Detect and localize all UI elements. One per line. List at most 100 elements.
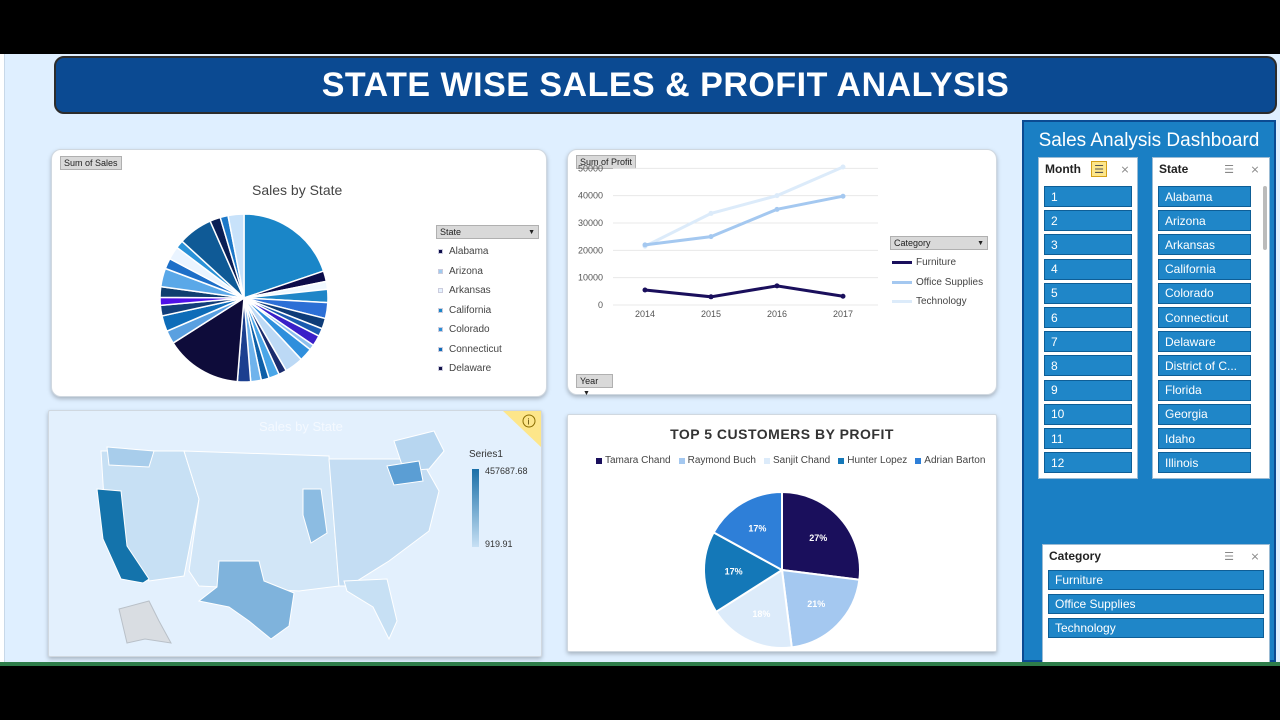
month-slicer-header: Month — [1045, 162, 1081, 176]
category-slicer-item[interactable]: Office Supplies — [1048, 594, 1264, 614]
state-slicer-scrollbar[interactable] — [1263, 186, 1267, 250]
state-slicer-item[interactable]: California — [1158, 258, 1251, 280]
year-field-button[interactable]: Year ▼ — [576, 374, 613, 397]
state-slicer-item[interactable]: Illinois — [1158, 452, 1251, 474]
multi-select-icon[interactable]: ☰ — [1091, 161, 1107, 177]
multi-select-icon[interactable]: ☰ — [1224, 163, 1234, 176]
sales-legend-label: Alabama — [449, 246, 489, 258]
sum-of-profit-label: Sum of Profit — [580, 157, 633, 167]
customer-pie-label: 18% — [752, 609, 770, 619]
legend-swatch — [438, 307, 443, 313]
month-slicer-item[interactable]: 6 — [1044, 307, 1132, 328]
map-legend-min: 919.91 — [485, 539, 513, 549]
svg-text:i: i — [528, 417, 530, 427]
month-slicer-item[interactable]: 10 — [1044, 403, 1132, 425]
month-slicer[interactable]: Month ☰ ⨯ 1 2 3 4 5 6 7 8 9 10 11 12 — [1038, 157, 1138, 479]
multi-select-icon[interactable]: ☰ — [1224, 550, 1234, 563]
sales-legend-item: Arizona — [438, 262, 538, 282]
category-slicer[interactable]: Category ☰ ⨯ Furniture Office Supplies Tec… — [1042, 544, 1270, 666]
dashboard-banner: STATE WISE SALES & PROFIT ANALYSIS — [54, 56, 1277, 114]
info-icon[interactable]: i — [503, 411, 541, 447]
sales-legend-item: Arkansas — [438, 281, 538, 301]
sales-legend-label: Arizona — [449, 265, 483, 277]
month-slicer-item[interactable]: 5 — [1044, 282, 1132, 304]
clear-filter-icon[interactable]: ⨯ — [1120, 163, 1130, 176]
legend-swatch — [438, 288, 443, 294]
state-slicer-item[interactable]: Idaho — [1158, 428, 1251, 449]
sales-by-state-card[interactable]: Sum of Sales Sales by State State ▼ Alab… — [51, 149, 547, 397]
state-slicer-item[interactable]: District of C... — [1158, 355, 1251, 377]
month-slicer-icons: ☰ ⨯ — [1091, 161, 1133, 177]
state-slicer-item[interactable]: Colorado — [1158, 282, 1251, 304]
legend-line-swatch — [892, 261, 912, 265]
month-slicer-item[interactable]: 8 — [1044, 355, 1132, 377]
customers-legend-label: Sanjit Chand — [772, 455, 831, 466]
profit-legend-item: Furniture — [892, 253, 992, 273]
state-slicer-item[interactable]: Arizona — [1158, 210, 1251, 232]
map-florida — [343, 578, 398, 641]
legend-line-swatch — [892, 300, 912, 304]
customers-legend-label: Raymond Buch — [687, 455, 756, 466]
state-slicer-item[interactable]: Connecticut — [1158, 307, 1251, 328]
profit-line-card[interactable]: Sum of Profit 0 10000 20000 30000 40000 50000… — [567, 149, 997, 397]
profit-legend: Furniture Office Supplies Technology — [892, 253, 992, 312]
map-new-york — [386, 460, 424, 486]
profit-legend-item: Technology — [892, 292, 992, 312]
customers-legend-item: Adrian Barton — [915, 455, 985, 466]
customers-legend-item: Hunter Lopez — [838, 455, 907, 466]
clear-filter-icon[interactable]: ⨯ — [1250, 163, 1260, 176]
state-slicer[interactable]: State ☰ ⨯ Alabama Arizona Arkansas Californ… — [1152, 157, 1270, 479]
profit-x-tick: 2014 — [635, 309, 655, 319]
month-slicer-item[interactable]: 4 — [1044, 258, 1132, 280]
map-california — [96, 488, 150, 584]
legend-swatch — [438, 327, 443, 333]
month-slicer-item[interactable]: 11 — [1044, 428, 1132, 449]
customer-pie-label: 21% — [807, 599, 825, 609]
month-slicer-item[interactable]: 1 — [1044, 186, 1132, 207]
legend-line-swatch — [892, 280, 912, 284]
customers-legend-label: Adrian Barton — [924, 455, 986, 466]
category-slicer-item[interactable]: Furniture — [1048, 570, 1264, 590]
map-legend-gradient — [472, 469, 479, 547]
map-card[interactable]: Sales by State Series1 457687.68 919.91 … — [48, 410, 542, 657]
customer-pie-label: 17% — [748, 523, 766, 533]
top-customers-card[interactable]: TOP 5 CUSTOMERS BY PROFIT Tamara Chand Ra… — [567, 414, 997, 652]
category-legend-field-button[interactable]: Category ▼ — [890, 236, 988, 250]
state-slicer-item[interactable]: Alabama — [1158, 186, 1251, 207]
clear-filter-icon[interactable]: ⨯ — [1250, 550, 1260, 563]
state-slicer-item[interactable]: Arkansas — [1158, 234, 1251, 256]
profit-point — [708, 210, 714, 216]
sales-pie-chart — [159, 213, 329, 383]
state-slicer-icons: ☰ ⨯ — [1221, 161, 1263, 177]
month-slicer-item[interactable]: 12 — [1044, 452, 1132, 474]
sales-legend: Alabama Arizona Arkansas California Colorado… — [438, 242, 538, 379]
sum-of-sales-field-button[interactable]: Sum of Sales — [60, 156, 122, 170]
sales-legend-label: California — [449, 304, 492, 316]
profit-y-tick: 0 — [598, 300, 603, 310]
state-slicer-item[interactable]: Georgia — [1158, 403, 1251, 425]
profit-legend-label: Office Supplies — [916, 276, 984, 288]
profit-y-tick: 30000 — [578, 218, 603, 228]
customer-pie-label: 27% — [809, 533, 827, 543]
category-slicer-item[interactable]: Technology — [1048, 618, 1264, 638]
customers-legend-item: Raymond Buch — [678, 455, 756, 466]
profit-point — [774, 193, 780, 199]
profit-line-chart: 0100002000030000400005000060000201420152… — [578, 163, 878, 319]
month-slicer-item[interactable]: 3 — [1044, 234, 1132, 256]
month-slicer-item[interactable]: 7 — [1044, 331, 1132, 353]
sales-pie-slice — [227, 213, 245, 299]
state-legend-field-button[interactable]: State ▼ — [436, 225, 539, 239]
customers-legend-item: Sanjit Chand — [763, 455, 831, 466]
month-slicer-item[interactable]: 9 — [1044, 379, 1132, 401]
sum-of-profit-field-button[interactable]: Sum of Profit — [576, 155, 637, 169]
state-slicer-item[interactable]: Florida — [1158, 379, 1251, 401]
month-slicer-item[interactable]: 2 — [1044, 210, 1132, 232]
us-state-map — [96, 430, 445, 644]
dashboard-title: STATE WISE SALES & PROFIT ANALYSIS — [321, 65, 1010, 104]
map-washington — [106, 446, 155, 468]
profit-series-line — [644, 194, 844, 247]
state-slicer-item[interactable]: Delaware — [1158, 331, 1251, 353]
customers-legend-label: Hunter Lopez — [847, 455, 908, 466]
customers-legend-label: Tamara Chand — [605, 455, 671, 466]
